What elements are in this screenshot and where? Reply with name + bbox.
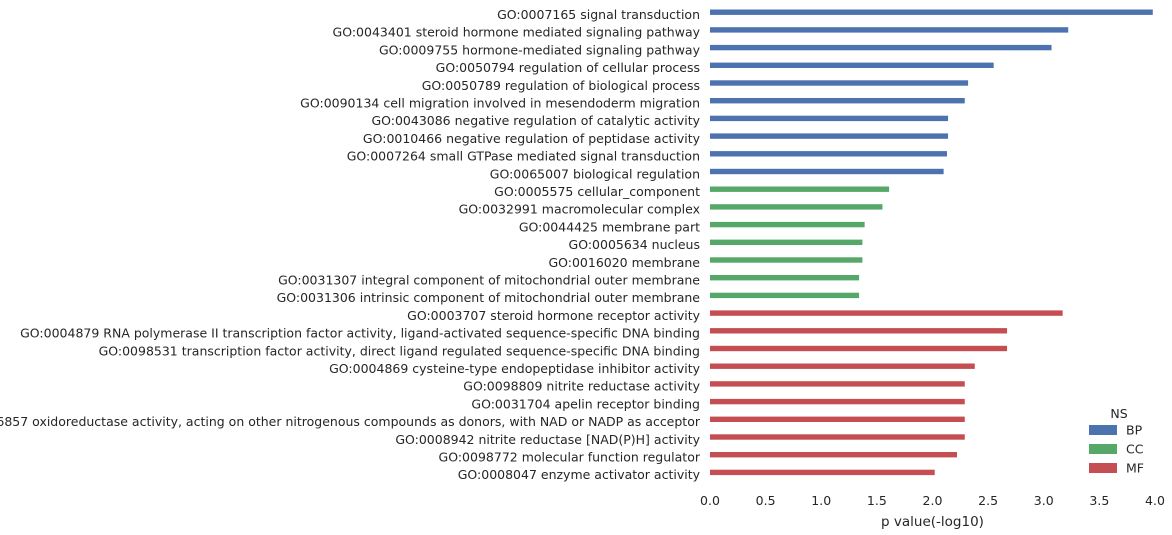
legend-swatch-bp (1089, 425, 1117, 435)
bar-mf (710, 434, 965, 440)
category-label: GO:0010466 negative regulation of peptid… (363, 131, 701, 146)
legend-title: NS (1110, 406, 1127, 421)
category-label: GO:0008942 nitrite reductase [NAD(P)H] a… (395, 432, 700, 447)
bar-mf (710, 345, 1008, 352)
bar-bp (710, 151, 947, 157)
bar-bp (710, 9, 1153, 15)
bar-mf (710, 452, 957, 458)
bar-cc (710, 186, 890, 192)
legend: NS BP CC MF (1089, 406, 1144, 476)
bar-bp (710, 115, 949, 122)
category-label: GO:0004869 cysteine-type endopeptidase i… (329, 361, 700, 376)
legend-label-mf: MF (1126, 461, 1144, 476)
category-label: GO:0005634 nucleus (569, 237, 700, 252)
bar-bp (710, 27, 1069, 33)
bar-cc (710, 221, 865, 228)
category-label: GO:0043401 steroid hormone mediated sign… (333, 25, 701, 40)
bar-bp (710, 133, 949, 139)
legend-entries: BP CC MF (1089, 423, 1144, 476)
bar-mf (710, 398, 965, 405)
category-label: GO:0005575 cellular_component (494, 184, 700, 199)
bar-bp (710, 80, 969, 86)
category-label: GO:0032991 macromolecular complex (459, 202, 700, 217)
category-label: GO:0031704 apelin receptor binding (471, 396, 700, 411)
bar-mf (710, 416, 965, 422)
category-label: GO:0043086 negative regulation of cataly… (371, 113, 700, 128)
category-label: GO:0098809 nitrite reductase activity (463, 379, 700, 394)
x-tick-label: 4.0 (1145, 493, 1165, 508)
legend-swatch-cc (1089, 444, 1117, 454)
category-label: GO:0046857 oxidoreductase activity, acti… (0, 414, 701, 429)
category-label: GO:0008047 enzyme activator activity (458, 467, 701, 482)
legend-label-bp: BP (1126, 423, 1143, 438)
bar-bp (710, 168, 944, 175)
category-label: GO:0009755 hormone-mediated signaling pa… (379, 42, 701, 57)
bar-bp (710, 44, 1052, 51)
category-label: GO:0050794 regulation of cellular proces… (436, 60, 700, 75)
legend-label-cc: CC (1126, 442, 1144, 457)
category-label: GO:0065007 biological regulation (490, 166, 700, 181)
x-tick-label: 1.5 (867, 493, 887, 508)
category-label: GO:0016020 membrane (548, 255, 700, 270)
x-axis-ticks: 0.0 0.5 1.0 1.5 2.0 2.5 3.0 3.5 4.0 (700, 493, 1165, 508)
x-tick-label: 1.0 (811, 493, 831, 508)
category-label: GO:0098772 molecular function regulator (439, 450, 701, 465)
x-axis-label: p value(-log10) (881, 514, 984, 530)
category-label: GO:0003707 steroid hormone receptor acti… (407, 308, 700, 323)
category-label: GO:0007264 small GTPase mediated signal … (347, 149, 700, 164)
bar-cc (710, 275, 860, 281)
category-label: GO:0031307 integral component of mitocho… (278, 273, 700, 288)
bar-mf (710, 328, 1008, 334)
bar-cc (710, 257, 863, 263)
bar-mf (710, 469, 935, 476)
bar-cc (710, 292, 860, 299)
bar-bp (710, 62, 994, 68)
x-tick-label: 2.5 (978, 493, 998, 508)
bars (710, 9, 1153, 476)
category-label: GO:0004879 RNA polymerase II transcripti… (20, 326, 700, 341)
category-label: GO:0031306 intrinsic component of mitoch… (277, 290, 701, 305)
category-label: GO:0050789 regulation of biological proc… (422, 78, 700, 93)
legend-swatch-mf (1089, 463, 1117, 473)
category-label: GO:0044425 membrane part (519, 219, 700, 234)
bar-mf (710, 381, 965, 387)
x-tick-label: 0.5 (756, 493, 776, 508)
category-label: GO:0007165 signal transduction (497, 7, 700, 22)
x-tick-label: 0.0 (700, 493, 720, 508)
category-label: GO:0098531 transcription factor activity… (99, 343, 700, 358)
x-tick-label: 3.5 (1089, 493, 1109, 508)
bar-cc (710, 239, 863, 245)
bar-cc (710, 204, 883, 210)
bar-bp (710, 98, 965, 104)
x-tick-label: 2.0 (923, 493, 943, 508)
bar-mf (710, 310, 1063, 316)
x-tick-label: 3.0 (1034, 493, 1054, 508)
category-labels: GO:0007165 signal transduction GO:0043401… (0, 7, 701, 482)
category-label: GO:0090134 cell migration involved in me… (300, 96, 700, 111)
bar-mf (710, 363, 975, 369)
